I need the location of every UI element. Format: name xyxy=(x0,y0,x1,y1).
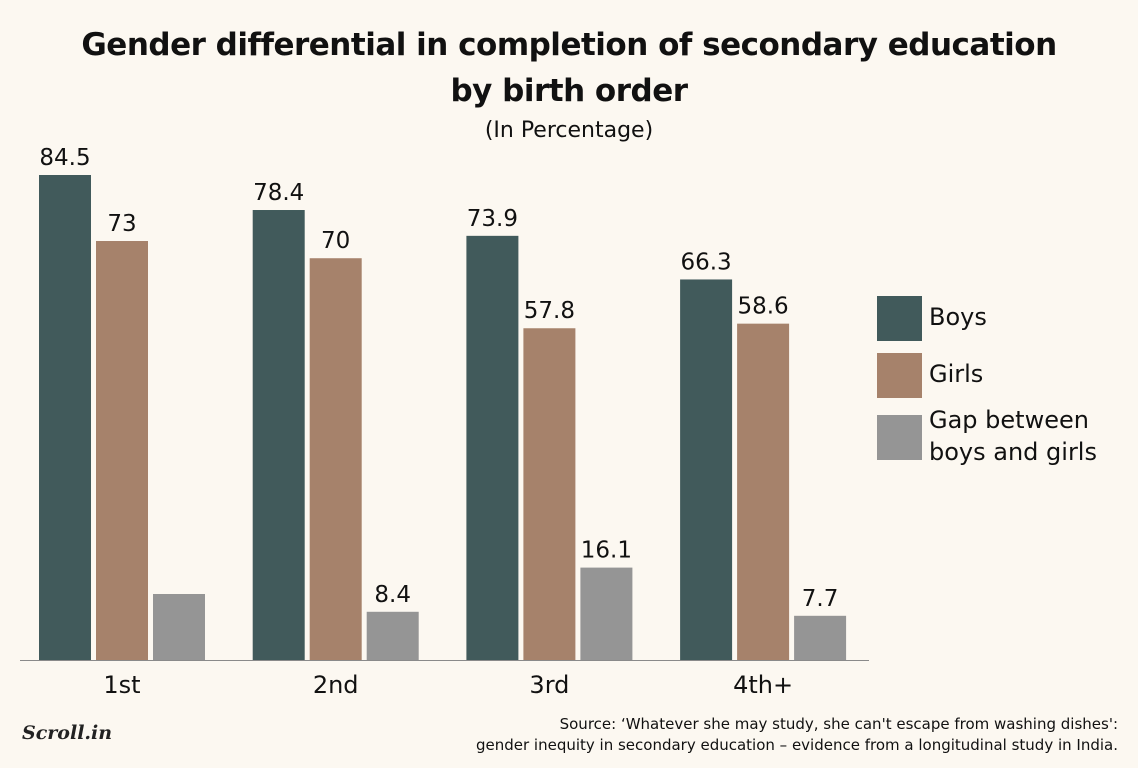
bar-girls-1 xyxy=(96,241,148,660)
chart-title: Gender differential in completion of sec… xyxy=(0,22,1138,114)
data-label-boys-2: 78.4 xyxy=(253,180,304,206)
source-line-1: Source: ‘Whatever she may study, she can… xyxy=(559,715,1118,733)
bar-boys-4 xyxy=(680,279,733,660)
data-label-girls-1: 73 xyxy=(107,211,136,237)
x-tick-label-2: 2nd xyxy=(313,671,359,699)
source-line-2: gender inequity in secondary education –… xyxy=(475,736,1118,754)
legend-swatch-boys xyxy=(877,296,922,341)
data-label-girls-2: 70 xyxy=(321,228,350,254)
bar-gap-3 xyxy=(580,567,633,660)
data-label-boys-4: 66.3 xyxy=(680,249,731,275)
legend-swatch-girls xyxy=(877,353,922,398)
bar-boys-3 xyxy=(466,235,519,660)
bar-gap-4 xyxy=(794,615,847,660)
chart-title-line-1: Gender differential in completion of sec… xyxy=(81,27,1057,63)
bar-boys-1 xyxy=(39,175,91,660)
data-label-girls-3: 57.8 xyxy=(524,298,575,324)
x-tick-label-4: 4th+ xyxy=(733,671,793,699)
legend-label-gap: Gap between boys and girls xyxy=(929,406,1097,466)
chart-subtitle: (In Percentage) xyxy=(484,118,654,143)
data-label-gap-2: 8.4 xyxy=(374,582,411,608)
bar-girls-4 xyxy=(737,323,790,660)
bar-gap-1 xyxy=(153,593,205,660)
data-label-boys-1: 84.5 xyxy=(39,145,90,171)
data-label-boys-3: 73.9 xyxy=(467,206,518,232)
bar-girls-2 xyxy=(309,258,362,660)
data-label-gap-4: 7.7 xyxy=(802,586,839,612)
bar-boys-2 xyxy=(252,210,305,660)
legend-label-boys: Boys xyxy=(929,303,987,331)
legend-swatch-gap xyxy=(877,415,922,460)
data-label-girls-4: 58.6 xyxy=(737,294,788,320)
x-tick-label-1: 1st xyxy=(103,671,140,699)
x-tick-label-3: 3rd xyxy=(529,671,569,699)
scroll-logo: Scroll.in xyxy=(22,722,113,744)
data-label-gap-3: 16.1 xyxy=(581,538,632,564)
chart-title-line-2: by birth order xyxy=(450,73,688,109)
legend-label-girls: Girls xyxy=(929,360,984,388)
bar-gap-2 xyxy=(366,611,419,660)
source-note: Source: ‘Whatever she may study, she can… xyxy=(358,714,1118,756)
bar-girls-3 xyxy=(523,328,576,660)
